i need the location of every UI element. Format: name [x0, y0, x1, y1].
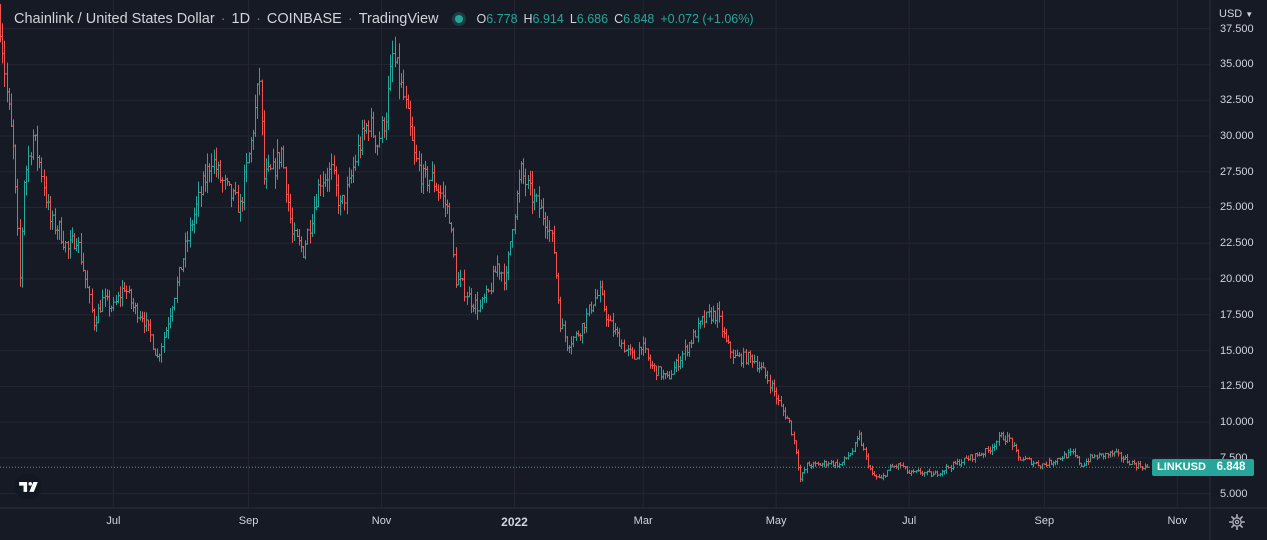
last-price-symbol-label: LINKUSD	[1152, 458, 1211, 476]
legend-separator: ·	[220, 11, 226, 27]
high-value: 6.914	[532, 12, 564, 26]
high-key: H	[523, 12, 533, 26]
price-tick-label: 32.500	[1220, 94, 1254, 107]
price-tick-label: 17.500	[1220, 308, 1254, 321]
price-tick-label: 25.000	[1220, 201, 1254, 214]
time-tick-label: Nov	[371, 515, 392, 527]
low-key: L	[569, 12, 577, 26]
price-tick-label: 27.500	[1220, 165, 1254, 178]
symbol-name[interactable]: Chainlink / United States Dollar	[14, 11, 215, 27]
last-price-label: 6.848	[1208, 458, 1254, 476]
time-tick-label: May	[765, 515, 787, 527]
legend-separator: ·	[256, 11, 261, 27]
price-tick-label: 12.500	[1220, 380, 1254, 393]
open-key: O	[476, 12, 487, 26]
low-value: 6.686	[576, 12, 609, 26]
chart-legend: Chainlink / United States Dollar · 1D · …	[14, 9, 754, 29]
ohlc-bars	[0, 3, 1150, 483]
time-tick-label: Sep	[238, 515, 259, 527]
market-status-icon[interactable]	[454, 15, 463, 23]
gear-icon[interactable]	[1229, 514, 1245, 530]
price-tick-label: 20.000	[1220, 273, 1254, 286]
platform-label: TradingView	[358, 11, 439, 27]
ohlc-values: O6.778 H6.914 L6.686 C6.848 +0.072 (+1.0…	[477, 12, 754, 26]
legend-separator: ·	[347, 11, 353, 27]
price-tick-label: 10.000	[1220, 416, 1254, 429]
time-tick-label: Sep	[1034, 515, 1055, 527]
price-tick-label: 35.000	[1220, 58, 1254, 71]
time-tick-label: Nov	[1167, 515, 1188, 527]
exchange-label: COINBASE	[266, 11, 342, 27]
change-value: +0.072 (+1.06%)	[660, 12, 754, 26]
price-tick-label: 37.500	[1220, 22, 1254, 35]
time-tick-label: Mar	[633, 515, 653, 527]
currency-label: USD	[1219, 8, 1243, 20]
close-value: 6.848	[623, 12, 655, 26]
tradingview-logo-icon[interactable]	[12, 474, 44, 499]
time-tick-label: 2022	[501, 515, 528, 529]
price-tick-label: 22.500	[1220, 237, 1254, 250]
time-tick-label: Jul	[106, 515, 121, 527]
chart-grid	[0, 0, 1210, 508]
chevron-down-icon: ▼	[1245, 10, 1254, 19]
interval-label[interactable]: 1D	[231, 11, 251, 27]
time-tick-label: Jul	[902, 515, 917, 527]
price-tick-label: 5.000	[1220, 487, 1248, 500]
close-key: C	[614, 12, 624, 26]
price-tick-label: 30.000	[1220, 129, 1254, 142]
open-value: 6.778	[486, 12, 518, 26]
price-tick-label: 15.000	[1220, 344, 1254, 357]
currency-selector[interactable]: USD ▼	[1219, 8, 1253, 20]
